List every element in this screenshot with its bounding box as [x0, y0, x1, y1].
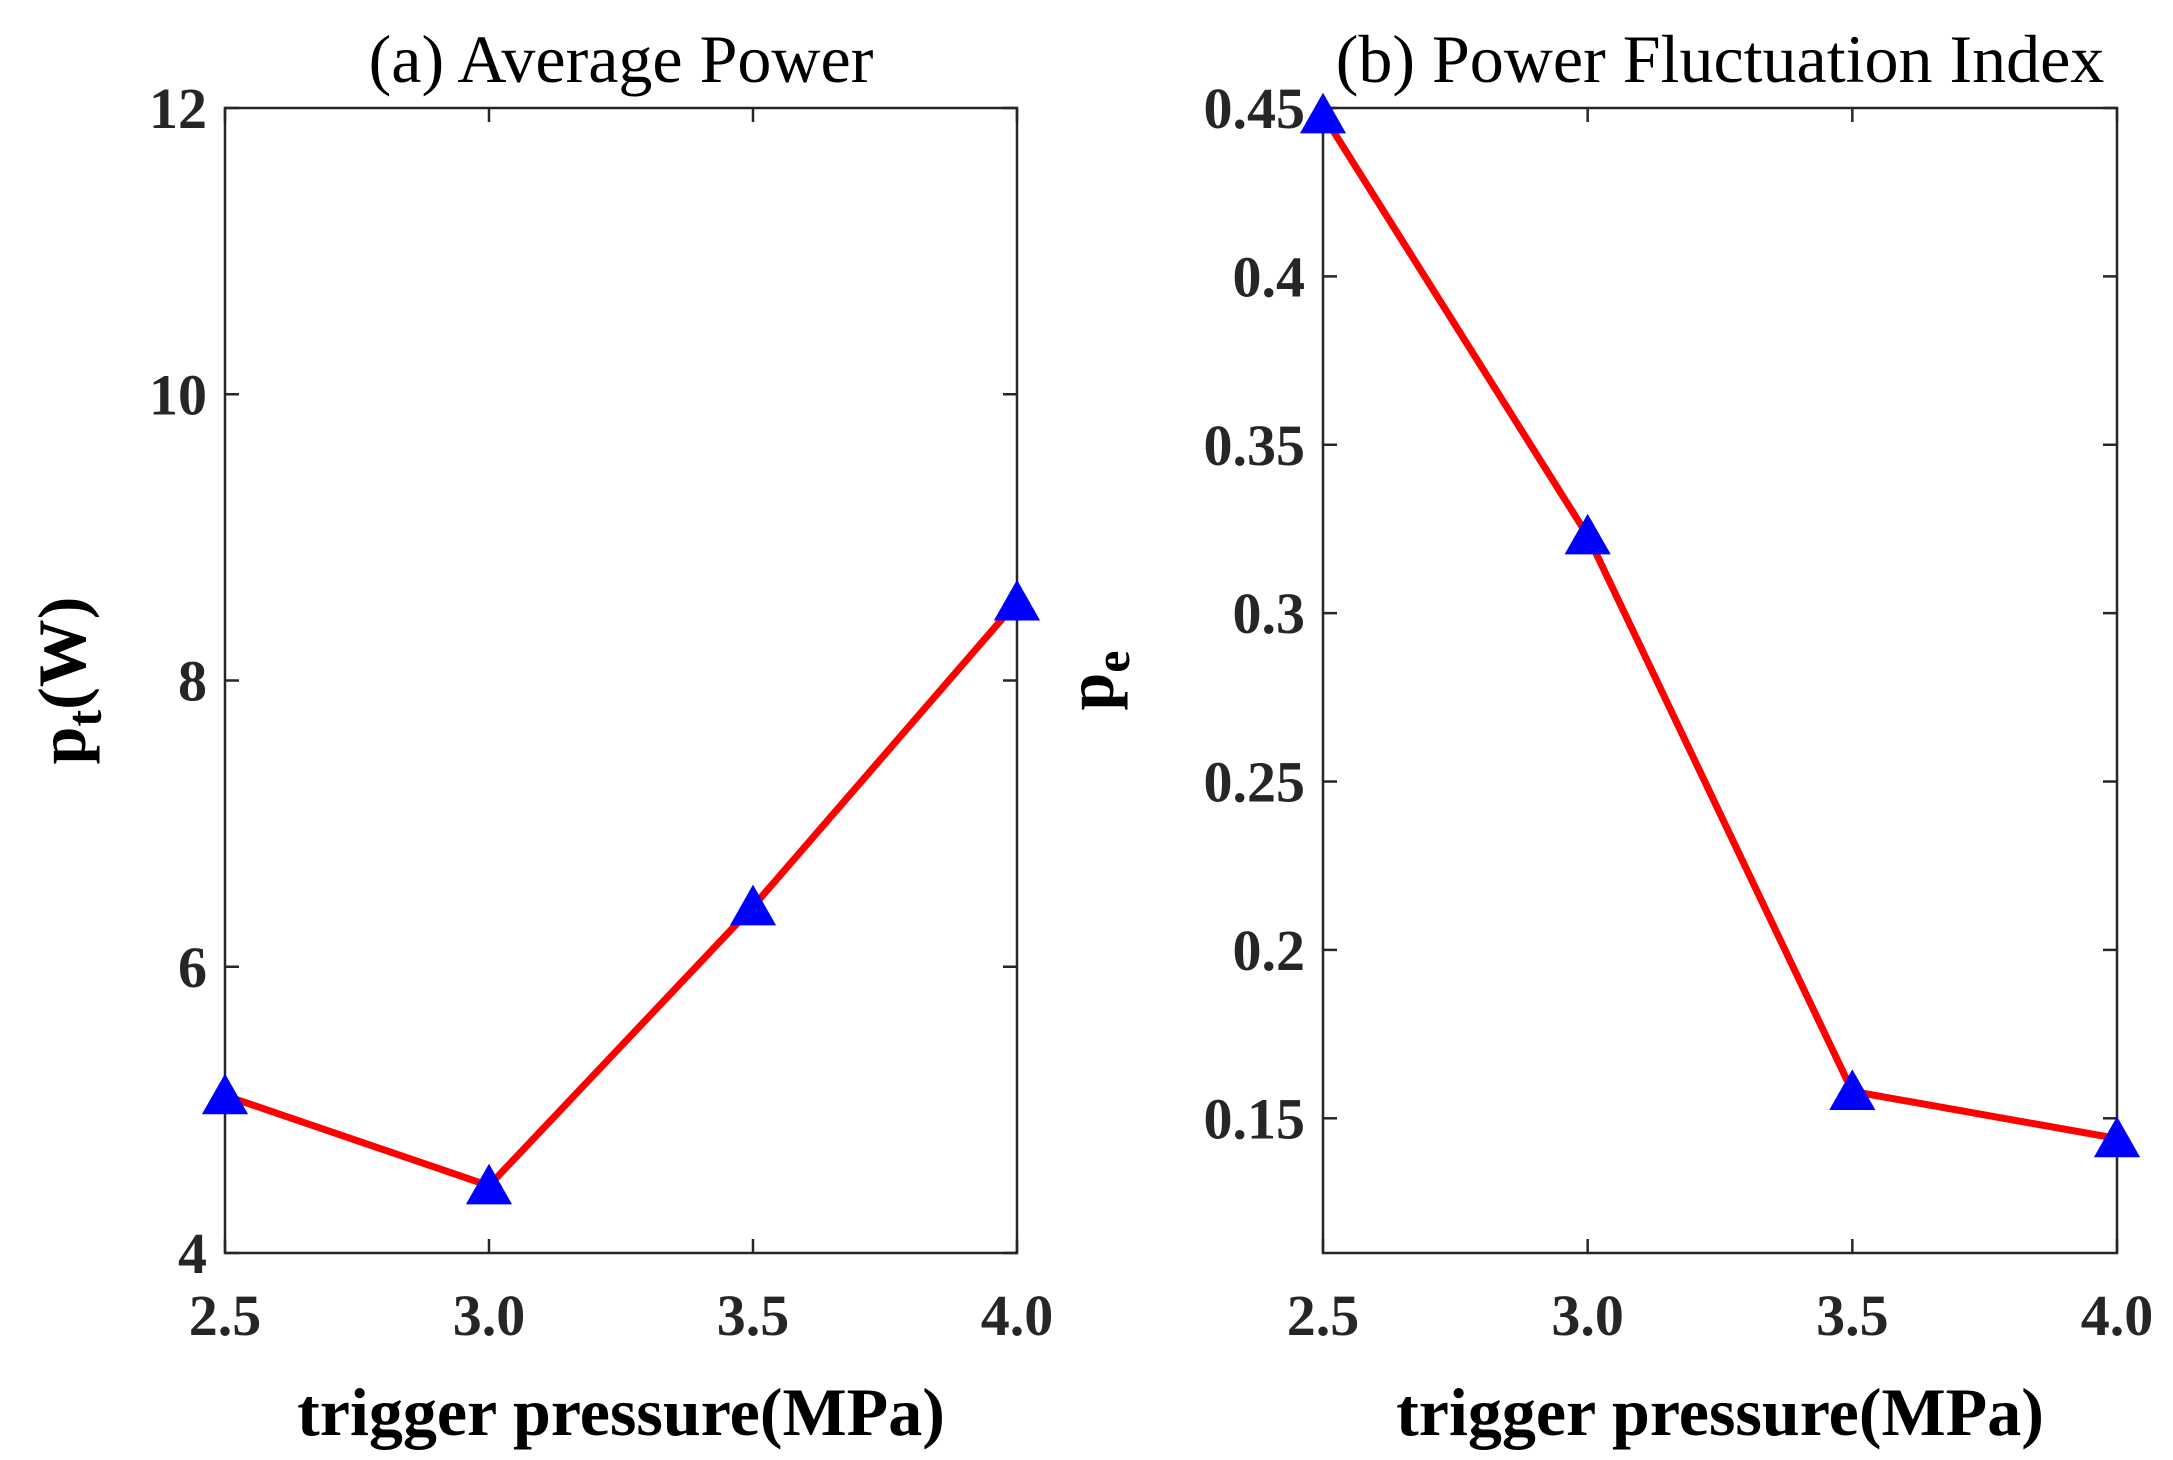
y-tick-label-a-0: 4: [178, 1221, 207, 1286]
y-tick-label-b-0: 0.15: [1204, 1086, 1306, 1151]
y-tick-label-b-6: 0.45: [1204, 76, 1306, 141]
y-tick-label-a-4: 12: [149, 76, 207, 141]
data-point-b-1: [1564, 513, 1611, 555]
series-line-b: [1320, 112, 2118, 1142]
x-tick-label-a-2: 3.5: [717, 1283, 790, 1348]
panel-a-average-power: 2.5 3.0 3.5 4.0 4 6 8 10 12 (a) Average Power trig…: [24, 21, 1053, 1450]
x-tick-label-b-2: 3.5: [1816, 1283, 1889, 1348]
x-tick-label-a-3: 4.0: [981, 1283, 1054, 1348]
y-tick-label-b-2: 0.25: [1204, 750, 1306, 815]
series-line-a: [223, 599, 1020, 1190]
x-tick-label-b-1: 3.0: [1551, 1283, 1624, 1348]
y-axis-label-main-b: p: [1052, 673, 1128, 711]
chart-title-b: (b) Power Fluctuation Index: [1336, 21, 2105, 97]
y-tick-label-b-5: 0.4: [1233, 244, 1306, 309]
x-tick-label-a-0: 2.5: [189, 1283, 262, 1348]
y-axis-label-sub-b: e: [1084, 650, 1140, 672]
y-axis-label-sub-a: t: [56, 710, 112, 727]
data-point-b-2: [1829, 1069, 1876, 1111]
plot-frame-a: [223, 106, 1019, 1255]
y-tick-label-a-2: 8: [178, 649, 207, 714]
x-tick-label-a-1: 3.0: [453, 1283, 526, 1348]
data-point-a-3: [993, 579, 1041, 621]
y-tick-label-b-1: 0.2: [1233, 918, 1306, 983]
x-tick-label-b-3: 4.0: [2081, 1283, 2154, 1348]
y-axis-label-main-a: p: [24, 727, 100, 765]
y-tick-label-b-3: 0.3: [1233, 581, 1306, 646]
y-tick-label-a-1: 6: [178, 935, 207, 1000]
chart-title-a: (a) Average Power: [369, 21, 874, 97]
y-tick-label-a-3: 10: [149, 362, 207, 427]
data-point-a-2: [729, 884, 777, 926]
data-point-a-0: [201, 1073, 249, 1115]
y-axis-label-unit-a: (W): [24, 597, 100, 710]
data-point-b-3: [2093, 1116, 2141, 1158]
panel-b-power-fluctuation-index: 2.5 3.0 3.5 4.0 0.15 0.2 0.25 0.3 0.35 0.4 0.45 (b)…: [1052, 21, 2153, 1450]
y-axis-label-b: pe: [1052, 650, 1140, 710]
plot-frame-b: [1321, 106, 2119, 1255]
data-point-b-0: [1299, 92, 1347, 134]
y-tick-label-b-4: 0.35: [1204, 413, 1306, 478]
data-point-a-1: [465, 1163, 513, 1205]
x-tick-label-b-0: 2.5: [1287, 1283, 1360, 1348]
x-axis-label-b: trigger pressure(MPa): [1396, 1374, 2044, 1450]
y-axis-label-a: pt(W): [24, 597, 112, 765]
x-axis-label-a: trigger pressure(MPa): [297, 1374, 945, 1450]
